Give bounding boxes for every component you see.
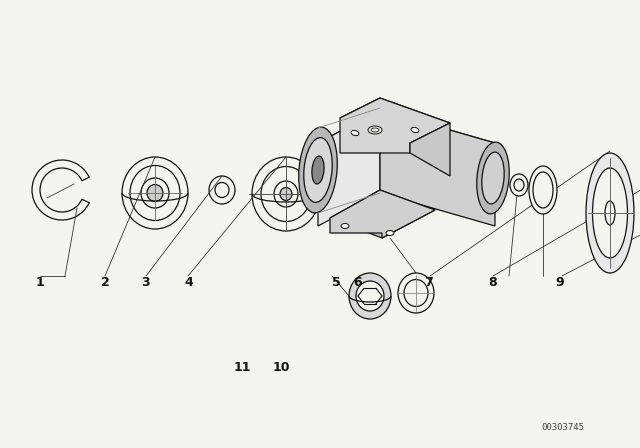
Ellipse shape	[299, 127, 337, 213]
Polygon shape	[380, 110, 495, 226]
Ellipse shape	[122, 157, 188, 229]
Ellipse shape	[341, 224, 349, 228]
Ellipse shape	[605, 201, 615, 225]
Ellipse shape	[510, 174, 528, 196]
Ellipse shape	[398, 273, 434, 313]
Ellipse shape	[411, 127, 419, 133]
Ellipse shape	[368, 126, 382, 134]
Ellipse shape	[215, 182, 229, 198]
Polygon shape	[340, 98, 450, 143]
Ellipse shape	[252, 157, 320, 231]
Text: 2: 2	[101, 276, 110, 289]
Ellipse shape	[404, 280, 428, 306]
Polygon shape	[340, 98, 450, 153]
Ellipse shape	[586, 153, 634, 273]
Ellipse shape	[141, 178, 169, 208]
Text: 7: 7	[424, 276, 433, 289]
Ellipse shape	[514, 179, 524, 191]
Ellipse shape	[147, 185, 163, 202]
Text: 3: 3	[141, 276, 150, 289]
Ellipse shape	[386, 231, 394, 236]
Ellipse shape	[209, 176, 235, 204]
Ellipse shape	[351, 130, 359, 136]
Text: 5: 5	[332, 276, 340, 289]
Text: 11: 11	[233, 361, 251, 374]
Text: 4: 4	[184, 276, 193, 289]
Polygon shape	[318, 110, 495, 176]
Ellipse shape	[130, 165, 180, 220]
Polygon shape	[330, 190, 435, 238]
Text: 8: 8	[488, 276, 497, 289]
Text: 1: 1	[35, 276, 44, 289]
Text: 10: 10	[273, 361, 291, 374]
Ellipse shape	[529, 166, 557, 214]
Ellipse shape	[312, 156, 324, 184]
Text: 6: 6	[353, 276, 362, 289]
Text: 9: 9	[556, 276, 564, 289]
Polygon shape	[318, 110, 380, 226]
Ellipse shape	[482, 152, 504, 204]
Ellipse shape	[593, 168, 627, 258]
Ellipse shape	[477, 142, 509, 214]
Ellipse shape	[533, 172, 553, 208]
Ellipse shape	[371, 128, 379, 132]
Ellipse shape	[280, 188, 292, 201]
Ellipse shape	[349, 273, 391, 319]
Polygon shape	[330, 190, 435, 238]
Polygon shape	[410, 123, 450, 176]
Ellipse shape	[356, 281, 384, 311]
Ellipse shape	[274, 181, 298, 207]
Ellipse shape	[261, 167, 311, 221]
Text: 00303745: 00303745	[541, 423, 585, 432]
Ellipse shape	[304, 138, 332, 202]
